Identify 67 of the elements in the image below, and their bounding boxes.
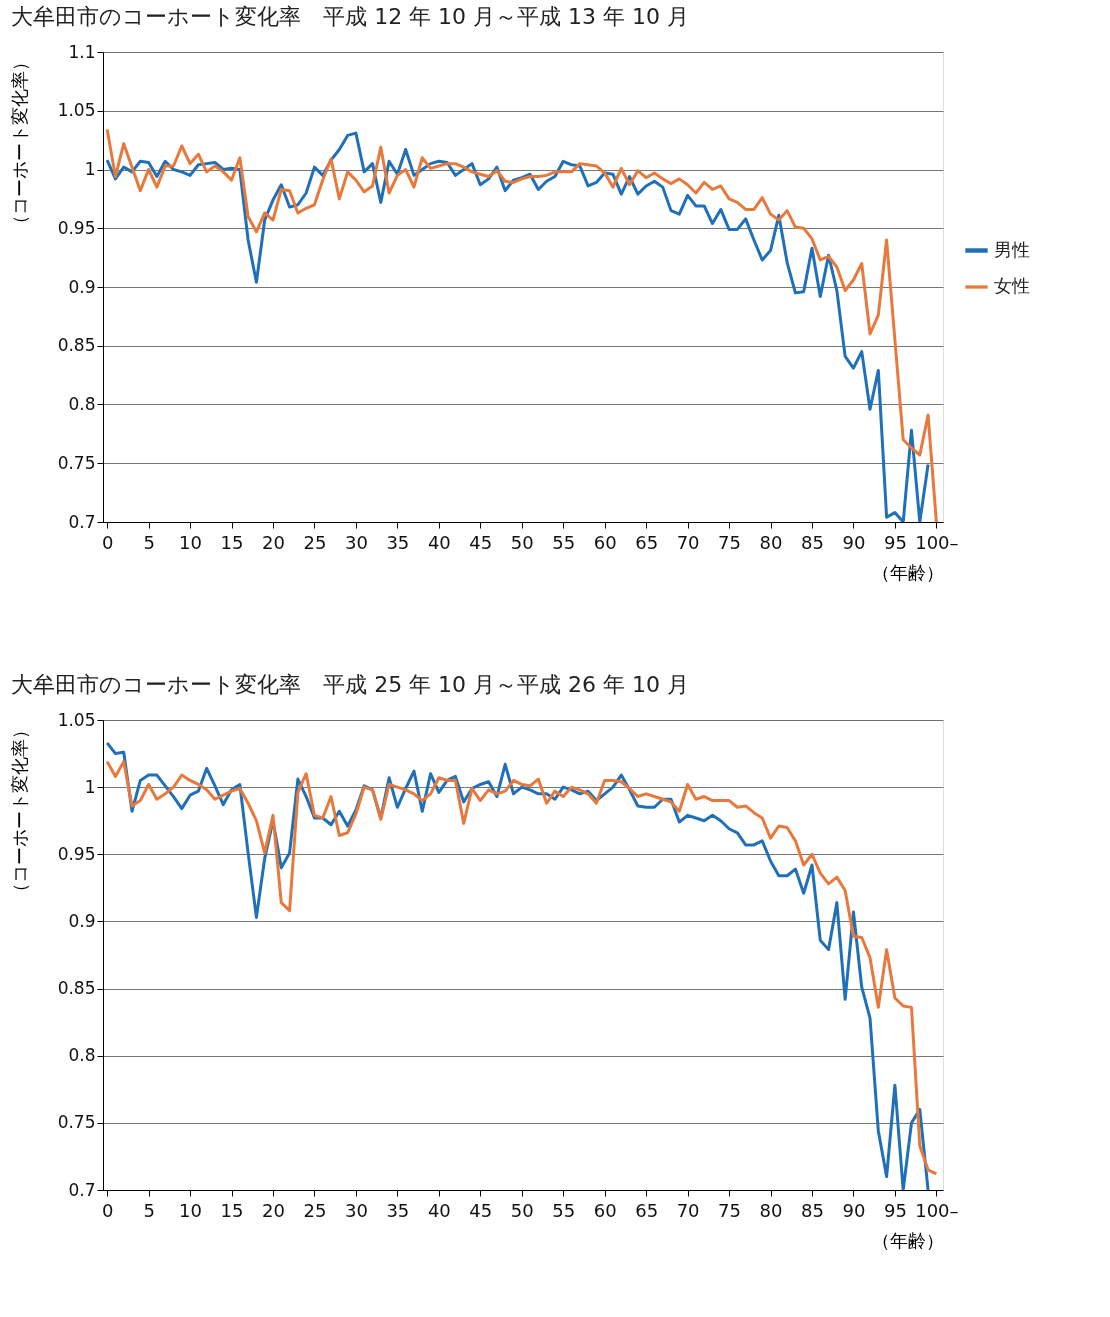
y-tick-label: 0.85 [57,978,96,999]
x-tick-label: 35 [386,531,410,553]
chart-title: 大牟田市のコーホート変化率 平成 25 年 10 月～平成 26 年 10 月 [11,672,690,697]
x-tick-label: 20 [262,1199,285,1221]
x-tick-label: 80 [759,531,783,553]
y-axis-title: （コーホート変化率） [8,720,30,901]
x-tick-label: 55 [552,531,576,553]
y-tick-label: 1 [84,776,96,797]
x-tick-label: 85 [801,1199,824,1221]
x-tick-label: 35 [386,1199,410,1221]
x-tick-label: 90 [842,1199,866,1221]
x-tick-label: 55 [552,1199,576,1221]
x-tick-label: 90 [842,531,866,553]
y-tick-label: 1.05 [57,709,96,730]
x-tick-label: 20 [262,531,285,553]
x-tick-label: 95 [883,1199,907,1221]
x-tick-label: 40 [427,1199,451,1221]
x-tick-label: 10 [179,1199,203,1221]
x-tick-label: 5 [143,1199,155,1221]
x-tick-label: 100– [915,531,959,553]
y-tick-label: 0.85 [57,335,96,356]
y-tick-label: 0.9 [68,910,96,931]
x-tick-label: 45 [469,1199,493,1221]
x-tick-label: 75 [718,1199,742,1221]
x-tick-label: 100– [915,1199,959,1221]
x-axis-title: （年齢） [871,1229,944,1251]
x-tick-label: 0 [101,1199,114,1221]
y-tick-label: 0.8 [68,1045,96,1066]
legend-label: 男性 [994,238,1030,260]
chart-title: 大牟田市のコーホート変化率 平成 12 年 10 月～平成 13 年 10 月 [11,4,690,29]
x-axis-title: （年齢） [871,561,944,583]
y-tick-label: 0.7 [68,511,96,532]
legend-label: 女性 [994,275,1030,296]
y-tick-label: 0.95 [57,843,96,864]
x-tick-label: 0 [101,531,114,553]
y-tick-label: 0.8 [68,394,96,414]
x-tick-label: 70 [676,1199,700,1221]
y-tick-label: 0.75 [57,1112,96,1133]
y-tick-label: 0.75 [57,452,96,473]
x-tick-label: 45 [469,531,493,553]
x-tick-label: 25 [303,531,327,553]
x-tick-label: 65 [635,531,659,553]
y-tick-label: 0.7 [68,1179,96,1200]
x-tick-label: 10 [179,531,203,553]
y-tick-label: 0.95 [57,217,96,238]
x-tick-label: 5 [143,531,155,553]
x-tick-label: 80 [759,1199,783,1221]
x-tick-label: 50 [510,531,534,553]
x-tick-label: 15 [220,1199,244,1221]
x-tick-label: 50 [510,1199,534,1221]
x-tick-label: 60 [593,1199,617,1221]
x-tick-label: 85 [801,531,824,553]
y-axis-title: （コーホート変化率） [8,52,30,233]
x-tick-label: 75 [718,531,742,553]
x-tick-label: 30 [344,531,368,553]
x-tick-label: 40 [427,531,451,553]
y-tick-label: 1.05 [57,100,96,121]
x-tick-label: 70 [676,531,700,553]
x-tick-label: 95 [883,531,907,553]
y-tick-label: 0.9 [68,276,96,297]
x-tick-label: 25 [303,1199,327,1221]
x-tick-label: 30 [344,1199,368,1221]
y-tick-label: 1.1 [68,41,96,62]
x-tick-label: 15 [220,531,244,553]
x-tick-label: 65 [635,1199,659,1221]
x-tick-label: 60 [593,531,617,553]
y-tick-label: 1 [84,159,96,179]
